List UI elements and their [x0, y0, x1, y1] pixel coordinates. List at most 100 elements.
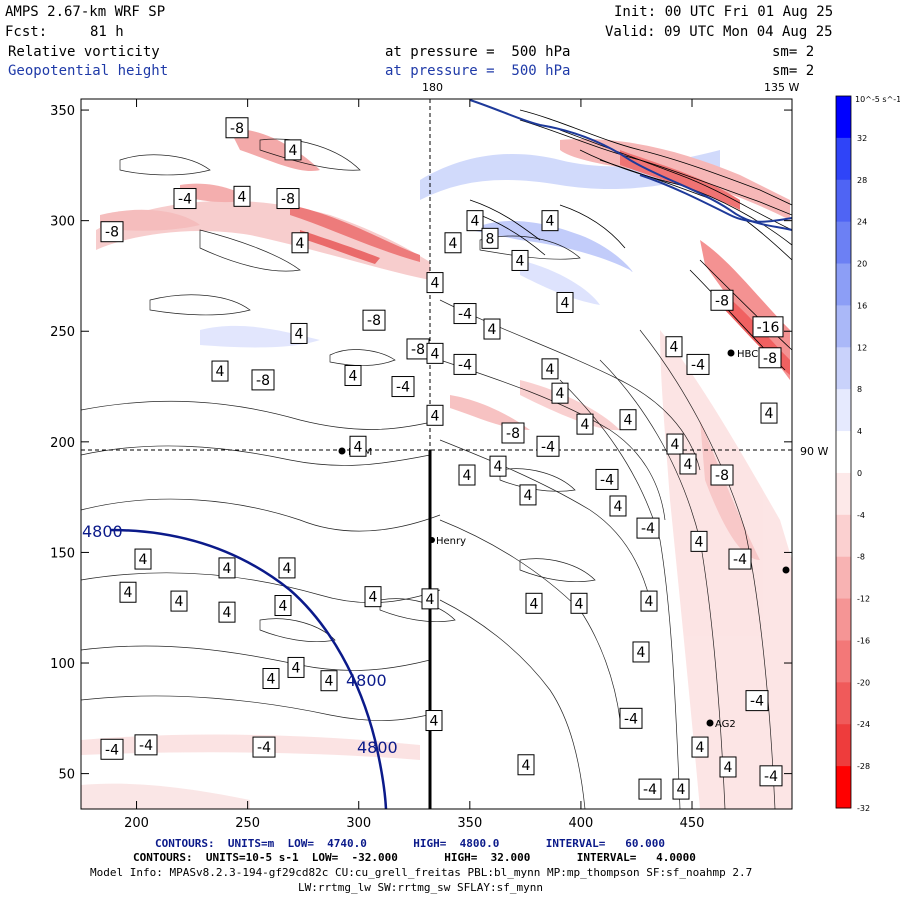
- vorticity-label: 4: [134, 548, 152, 570]
- vorticity-label: 8: [481, 227, 499, 249]
- vorticity-label-value: 4: [695, 534, 704, 550]
- vorticity-label: -4: [638, 778, 662, 800]
- vorticity-label: -4: [595, 468, 619, 490]
- vorticity-label-value: -8: [281, 192, 295, 208]
- field1-level: at pressure = 500 hPa: [385, 44, 571, 60]
- colorbar-tick-label: 0: [857, 469, 862, 478]
- colorbar-segment: [836, 263, 851, 306]
- vorticity-label-value: 4: [516, 253, 525, 269]
- vorticity-label-value: 4: [449, 236, 458, 252]
- colorbar-segment: [836, 766, 851, 809]
- vorticity-label: -4: [173, 188, 197, 210]
- vorticity-label: 4: [218, 601, 236, 623]
- vorticity-label-value: 4: [431, 346, 440, 362]
- vorticity-label-value: 4: [471, 214, 480, 230]
- vorticity-label-value: 4: [530, 596, 539, 612]
- x-tick-label: 450: [680, 816, 705, 831]
- colorbar-tick-label: -8: [857, 553, 865, 562]
- y-tick-label: 50: [58, 768, 75, 783]
- colorbar-segment: [836, 431, 851, 474]
- vorticity-label: 4: [218, 557, 236, 579]
- vorticity-label-value: -4: [691, 357, 705, 373]
- footer-vorticity-contours: CONTOURS: UNITS=10-5 s-1 LOW= -32.000 HI…: [133, 851, 696, 864]
- y-tick-label: 300: [50, 215, 75, 230]
- x-tick-label: 350: [457, 816, 482, 831]
- vorticity-label-value: 4: [624, 413, 633, 429]
- vorticity-label: -8: [710, 289, 734, 311]
- vorticity-label-value: -8: [715, 293, 729, 309]
- height-contour-label: 4800: [82, 522, 123, 541]
- vorticity-label: 4: [541, 358, 559, 380]
- colorbar-segment: [836, 179, 851, 223]
- height-contour-label: 4800: [357, 738, 398, 757]
- vorticity-label-value: -4: [458, 307, 472, 323]
- vorticity-label: 4: [609, 495, 627, 517]
- vorticity-label: 4: [640, 590, 658, 612]
- station-hbc-label: HBC: [737, 349, 758, 360]
- colorbar-segment: [836, 556, 851, 600]
- vorticity-label: -4: [759, 765, 783, 787]
- vorticity-label-value: 4: [267, 672, 276, 688]
- vorticity-label: 4: [211, 360, 229, 382]
- vorticity-label: 4: [719, 756, 737, 778]
- colorbar-segment: [836, 682, 851, 725]
- vorticity-label: 4: [278, 557, 296, 579]
- vorticity-label: 4: [320, 670, 338, 692]
- vorticity-label: 4: [119, 581, 137, 603]
- station-east-marker: [782, 566, 790, 574]
- vorticity-label-value: 4: [292, 660, 301, 676]
- vorticity-label: -4: [453, 303, 477, 325]
- x-tick-label: 200: [124, 816, 149, 831]
- vorticity-label-value: 4: [765, 406, 774, 422]
- vorticity-label-value: -4: [396, 380, 410, 396]
- vorticity-label: 4: [364, 586, 382, 608]
- colorbar-tick-label: 4: [857, 427, 862, 436]
- colorbar-tick-label: -24: [857, 720, 870, 729]
- vorticity-label: 4: [233, 185, 251, 207]
- model-title: AMPS 2.67-km WRF SP: [5, 4, 166, 20]
- y-tick-label: 250: [50, 325, 75, 340]
- vorticity-label: 4: [291, 232, 309, 254]
- colorbar-tick-label: 20: [857, 260, 867, 269]
- field1-name: Relative vorticity: [8, 44, 160, 60]
- vorticity-label: 4: [344, 364, 362, 386]
- station-hbc-marker: [727, 349, 735, 357]
- colorbar-segment: [836, 472, 851, 516]
- vorticity-label: -8: [406, 338, 430, 360]
- vorticity-label-value: -4: [750, 694, 764, 710]
- station-ag2-label: AG2: [715, 719, 736, 730]
- init-time: Init: 00 UTC Fri 01 Aug 25: [614, 4, 834, 20]
- vorticity-label: 4: [287, 656, 305, 678]
- vorticity-label: 4: [466, 210, 484, 232]
- vorticity-label-value: -8: [105, 225, 119, 241]
- lon-label-90w: 90 W: [800, 445, 828, 458]
- vorticity-label-value: -8: [763, 351, 777, 367]
- colorbar-tick-label: -4: [857, 511, 865, 520]
- footer-model-info: Model Info: MPASv8.2.3-194-gf29cd82c CU:…: [90, 866, 753, 879]
- vorticity-label: -8: [758, 347, 782, 369]
- vorticity-label: -4: [536, 435, 560, 457]
- colorbar-tick-label: -32: [857, 804, 870, 813]
- vorticity-label: -8: [501, 422, 525, 444]
- vorticity-label-value: 4: [581, 417, 590, 433]
- valid-time: Valid: 09 UTC Mon 04 Aug 25: [605, 24, 833, 40]
- vorticity-label-value: 4: [637, 645, 646, 661]
- vorticity-label: 4: [691, 736, 709, 758]
- colorbar-tick-label: -20: [857, 678, 870, 687]
- colorbar-segment: [836, 724, 851, 767]
- colorbar: 32 28 24 20 16 12 8 4 0 -4 -8 -12 -16 -20 -24 -28 -32 10^…: [835, 95, 900, 813]
- colorbar-tick-label: 12: [857, 343, 867, 352]
- colorbar-tick-label: 28: [857, 176, 867, 185]
- vorticity-label-value: 4: [614, 499, 623, 515]
- vorticity-label-value: 4: [325, 674, 334, 690]
- vorticity-label: 4: [570, 592, 588, 614]
- vorticity-label: 4: [290, 322, 308, 344]
- vorticity-label-value: 4: [354, 439, 363, 455]
- vorticity-label: 4: [519, 484, 537, 506]
- vorticity-label-value: 4: [524, 488, 533, 504]
- vorticity-label-value: -4: [641, 521, 655, 537]
- colorbar-segment: [836, 598, 851, 641]
- vorticity-label: -4: [100, 738, 124, 760]
- station-henry-marker: [429, 537, 435, 543]
- vorticity-label: 4: [426, 272, 444, 294]
